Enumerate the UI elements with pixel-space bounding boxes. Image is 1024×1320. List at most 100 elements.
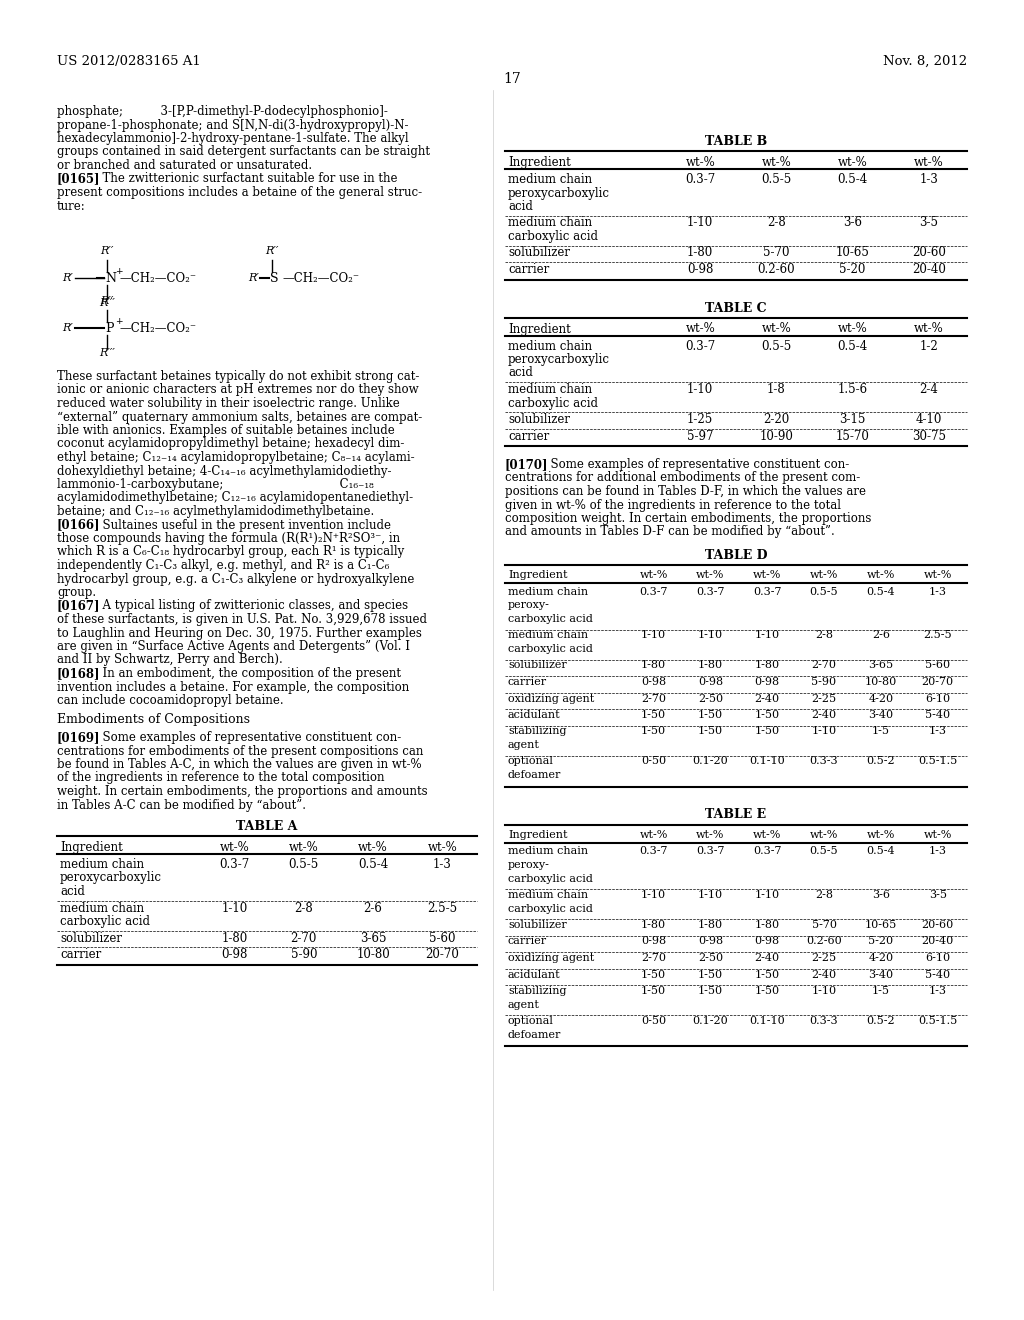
Text: 1-50: 1-50 <box>697 710 723 719</box>
Text: 0.5-5: 0.5-5 <box>810 846 839 857</box>
Text: 2-70: 2-70 <box>641 953 666 964</box>
Text: and II by Schwartz, Perry and Berch).: and II by Schwartz, Perry and Berch). <box>57 653 283 667</box>
Text: carrier: carrier <box>508 263 549 276</box>
Text: composition weight. In certain embodiments, the proportions: composition weight. In certain embodimen… <box>505 512 871 525</box>
Text: 1-10: 1-10 <box>755 631 779 640</box>
Text: US 2012/0283165 A1: US 2012/0283165 A1 <box>57 55 201 69</box>
Text: 1-3: 1-3 <box>929 846 946 857</box>
Text: 0.5-2: 0.5-2 <box>866 756 895 767</box>
Text: Ingredient: Ingredient <box>508 829 567 840</box>
Text: 1-10: 1-10 <box>641 890 666 900</box>
Text: solubilizer: solubilizer <box>508 247 570 260</box>
Text: solubilizer: solubilizer <box>508 660 566 671</box>
Text: 10-65: 10-65 <box>836 247 869 260</box>
Text: carboxylic acid: carboxylic acid <box>508 903 593 913</box>
Text: 1-80: 1-80 <box>687 247 714 260</box>
Text: 1-50: 1-50 <box>755 710 779 719</box>
Text: groups contained in said detergent surfactants can be straight: groups contained in said detergent surfa… <box>57 145 430 158</box>
Text: 2-50: 2-50 <box>697 953 723 964</box>
Text: 0.5-4: 0.5-4 <box>358 858 388 871</box>
Text: peroxycarboxylic: peroxycarboxylic <box>508 352 610 366</box>
Text: dohexyldiethyl betaine; 4-C₁₄₋₁₆ acylmethylamidodiethy-: dohexyldiethyl betaine; 4-C₁₄₋₁₆ acylmet… <box>57 465 391 478</box>
Text: medium chain: medium chain <box>508 587 588 597</box>
Text: 0.5-5: 0.5-5 <box>761 339 792 352</box>
Text: wt-%: wt-% <box>639 570 668 579</box>
Text: 1-3: 1-3 <box>929 986 946 997</box>
Text: wt-%: wt-% <box>866 570 895 579</box>
Text: 3-6: 3-6 <box>871 890 890 900</box>
Text: acid: acid <box>508 201 532 213</box>
Text: 2-25: 2-25 <box>811 693 837 704</box>
Text: +: + <box>115 317 123 326</box>
Text: betaine; and C₁₂₋₁₆ acylmethylamidodimethylbetaine.: betaine; and C₁₂₋₁₆ acylmethylamidodimet… <box>57 506 374 517</box>
Text: 20-70: 20-70 <box>922 677 953 686</box>
Text: 1-25: 1-25 <box>687 413 714 426</box>
Text: —CH₂—CO₂⁻: —CH₂—CO₂⁻ <box>119 272 197 285</box>
Text: 0.3-3: 0.3-3 <box>810 1016 839 1026</box>
Text: 0.5-1.5: 0.5-1.5 <box>919 1016 957 1026</box>
Text: ible with anionics. Examples of suitable betaines include: ible with anionics. Examples of suitable… <box>57 424 394 437</box>
Text: 0.2-60: 0.2-60 <box>758 263 796 276</box>
Text: oxidizing agent: oxidizing agent <box>508 693 594 704</box>
Text: —CH₂—CO₂⁻: —CH₂—CO₂⁻ <box>119 322 197 334</box>
Text: present compositions includes a betaine of the general struc-: present compositions includes a betaine … <box>57 186 422 199</box>
Text: R′′′: R′′′ <box>99 298 115 308</box>
Text: 0.3-3: 0.3-3 <box>810 756 839 767</box>
Text: hydrocarbyl group, e.g. a C₁-C₃ alkylene or hydroxyalkylene: hydrocarbyl group, e.g. a C₁-C₃ alkylene… <box>57 573 415 586</box>
Text: medium chain: medium chain <box>60 902 144 915</box>
Text: wt-%: wt-% <box>358 841 388 854</box>
Text: medium chain: medium chain <box>508 383 592 396</box>
Text: 1-10: 1-10 <box>811 726 837 737</box>
Text: 1-80: 1-80 <box>755 920 779 931</box>
Text: 2-6: 2-6 <box>364 902 383 915</box>
Text: 2-70: 2-70 <box>641 693 666 704</box>
Text: TABLE B: TABLE B <box>705 135 767 148</box>
Text: TABLE C: TABLE C <box>706 301 767 314</box>
Text: Embodiments of Compositions: Embodiments of Compositions <box>57 714 250 726</box>
Text: of the ingredients in reference to the total composition: of the ingredients in reference to the t… <box>57 771 384 784</box>
Text: 1-50: 1-50 <box>641 726 666 737</box>
Text: R′′: R′′ <box>265 246 279 256</box>
Text: peroxycarboxylic: peroxycarboxylic <box>508 186 610 199</box>
Text: acidulant: acidulant <box>508 710 560 719</box>
Text: 1-50: 1-50 <box>755 969 779 979</box>
Text: 3-40: 3-40 <box>868 710 893 719</box>
Text: N: N <box>105 272 116 285</box>
Text: 15-70: 15-70 <box>836 429 869 442</box>
Text: 0.3-7: 0.3-7 <box>696 846 725 857</box>
Text: 2-70: 2-70 <box>811 660 837 671</box>
Text: R′: R′ <box>62 273 73 282</box>
Text: coconut acylamidopropyldimethyl betaine; hexadecyl dim-: coconut acylamidopropyldimethyl betaine;… <box>57 437 404 450</box>
Text: solubilizer: solubilizer <box>508 920 566 931</box>
Text: carboxylic acid: carboxylic acid <box>60 915 150 928</box>
Text: peroxycarboxylic: peroxycarboxylic <box>60 871 162 884</box>
Text: wt-%: wt-% <box>924 570 952 579</box>
Text: agent: agent <box>508 999 540 1010</box>
Text: These surfactant betaines typically do not exhibit strong cat-: These surfactant betaines typically do n… <box>57 370 420 383</box>
Text: medium chain: medium chain <box>508 846 588 857</box>
Text: wt-%: wt-% <box>810 829 839 840</box>
Text: wt-%: wt-% <box>914 156 944 169</box>
Text: wt-%: wt-% <box>924 829 952 840</box>
Text: TABLE D: TABLE D <box>705 549 767 562</box>
Text: [0170]: [0170] <box>505 458 549 471</box>
Text: 1-10: 1-10 <box>687 216 714 230</box>
Text: wt-%: wt-% <box>696 829 725 840</box>
Text: medium chain: medium chain <box>508 339 592 352</box>
Text: 0-98: 0-98 <box>221 948 248 961</box>
Text: 5-40: 5-40 <box>925 969 950 979</box>
Text: 4-20: 4-20 <box>868 953 893 964</box>
Text: 1-3: 1-3 <box>920 173 938 186</box>
Text: Ingredient: Ingredient <box>60 841 123 854</box>
Text: group.: group. <box>57 586 96 599</box>
Text: 20-40: 20-40 <box>912 263 946 276</box>
Text: 5-40: 5-40 <box>925 710 950 719</box>
Text: 1-3: 1-3 <box>433 858 452 871</box>
Text: 5-90: 5-90 <box>811 677 837 686</box>
Text: acid: acid <box>508 367 532 380</box>
Text: centrations for additional embodiments of the present com-: centrations for additional embodiments o… <box>505 471 860 484</box>
Text: 2-4: 2-4 <box>920 383 938 396</box>
Text: wt-%: wt-% <box>866 829 895 840</box>
Text: wt-%: wt-% <box>685 322 715 335</box>
Text: carboxylic acid: carboxylic acid <box>508 396 598 409</box>
